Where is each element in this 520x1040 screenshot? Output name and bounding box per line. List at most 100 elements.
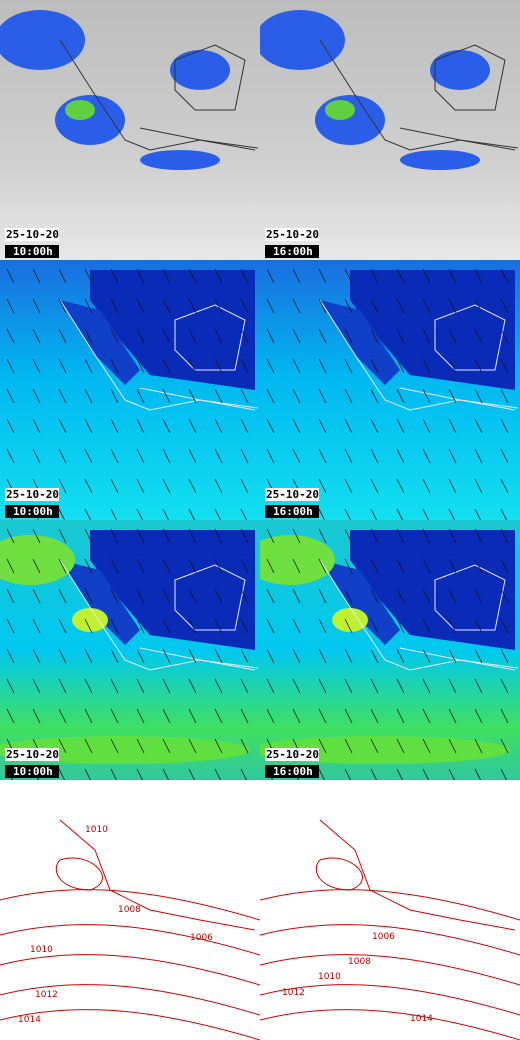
wind-arrow [474,448,483,464]
wind-arrow [58,268,67,284]
wind-arrow [500,588,509,604]
wind-arrow [6,558,15,574]
wind-arrow [6,648,15,664]
wind-arrow [58,588,67,604]
wind-arrow [474,678,483,694]
isobar-label: 1006 [372,932,395,942]
cloud [140,150,220,170]
wind-arrow [188,648,197,664]
panel: 25-10-20 16:00h [260,260,520,520]
wind-arrow [6,418,15,434]
wind-arrow [136,708,145,724]
date-label: 25-10-20 [6,228,59,241]
wind-arrow [6,678,15,694]
wind-fast [332,608,368,632]
wind-arrow [32,268,41,284]
wind-arrow [500,358,509,374]
wind-arrow [188,448,197,464]
wind-arrow [396,678,405,694]
island [174,44,246,111]
wind-arrow [214,588,223,604]
wind-arrow [162,478,171,494]
wind-arrow [474,358,483,374]
wind-arrow [188,618,197,634]
wind-arrow [58,298,67,314]
wind-arrow [370,618,379,634]
wind-arrow [84,448,93,464]
wind-arrow [6,268,15,284]
isobar [260,954,520,986]
wind-arrow [188,708,197,724]
wind-arrow [110,298,119,314]
wind-arrow [448,478,457,494]
wind-arrow [344,678,353,694]
isobar [0,1009,260,1040]
island [174,304,246,371]
wind-arrow [32,358,41,374]
wind-arrow [344,708,353,724]
wind-arrow [318,618,327,634]
panel: 25-10-20 16:00h [260,0,520,260]
wind-arrow [422,418,431,434]
cloud [325,100,355,120]
cloud [0,10,85,70]
wind-arrow [448,448,457,464]
wind-arrow [240,508,247,520]
wind-arrow [292,298,301,314]
land-dark [60,300,140,385]
isobar [55,857,103,891]
wind-arrow [370,768,377,780]
isobar-label: 1006 [190,933,213,943]
isobar [319,819,516,931]
wind-arrow [500,708,509,724]
wind-arrow [162,618,171,634]
wind-arrow [422,588,431,604]
wind-arrow [214,448,223,464]
wind-fast [260,535,335,585]
isobar-label: 1012 [35,990,58,1000]
isobar [260,889,520,921]
coastline [139,647,259,669]
wind-arrow [214,358,223,374]
wind-arrow [32,328,41,344]
wind-arrow [344,418,353,434]
wind-arrow [240,528,249,544]
wind-arrow [318,418,327,434]
wind-arrow [318,328,327,344]
wind-arrow [240,388,249,404]
wind-arrow [266,388,275,404]
wind-arrow [344,588,353,604]
wind-arrow [162,418,171,434]
wind-arrow [84,298,93,314]
cloud [55,95,125,145]
panel [0,780,260,1040]
wind-arrow [84,328,93,344]
wind-arrow [370,478,379,494]
wind-arrow [162,448,171,464]
wind-arrow [266,648,275,664]
wind-arrow [162,358,171,374]
wind-arrow [318,268,327,284]
wind-arrow [448,358,457,374]
wind-arrow [266,528,275,544]
wind-arrow [110,588,119,604]
wind-arrow [214,298,223,314]
wind-arrow [344,528,353,544]
wind-arrow [474,648,483,664]
isobar [315,857,363,891]
cloud [315,95,385,145]
wind-arrow [292,358,301,374]
wind-arrow [162,768,169,780]
wind-arrow [6,528,15,544]
time-label: 10:00h [13,765,53,778]
date-bg [265,748,319,761]
wind-arrow [188,418,197,434]
wind-arrow [136,388,145,404]
wind-arrow [240,558,249,574]
wind-fast [260,736,510,764]
time-bg [5,505,59,518]
wind-arrow [422,738,431,754]
wind-arrow [474,558,483,574]
wind-arrow [318,558,327,574]
